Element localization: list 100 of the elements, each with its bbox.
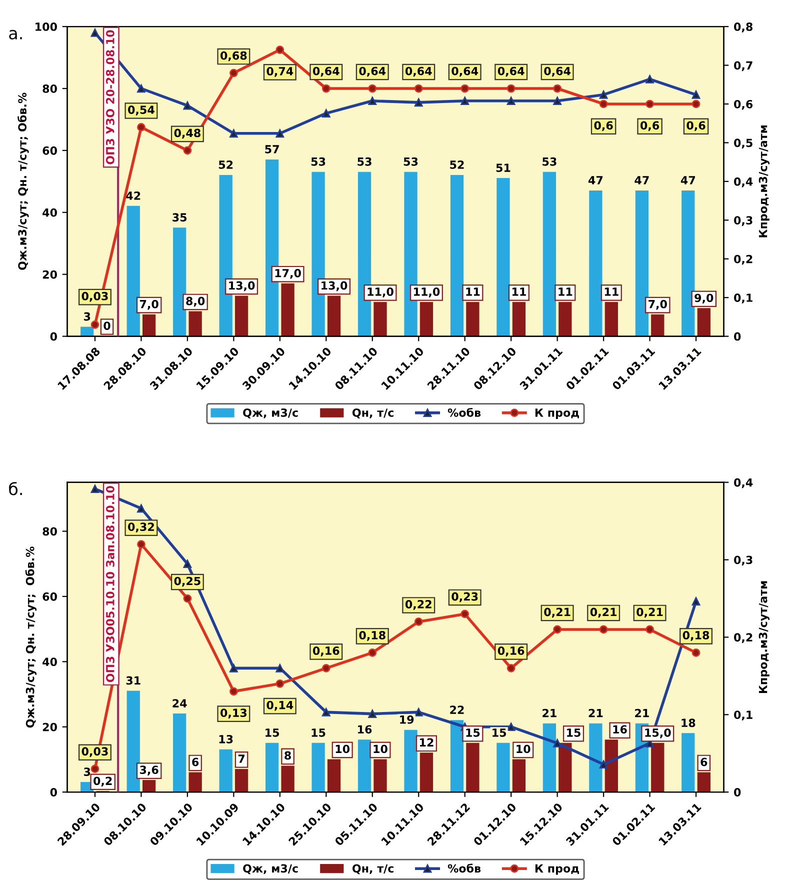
data-label: 0,23 — [452, 592, 478, 602]
y2-axis-title: Кпрод.м3/сут/атм — [758, 581, 770, 694]
data-label: 0,64 — [359, 66, 386, 77]
data-label: 18 — [682, 718, 696, 728]
y2-tick-label: 0 — [734, 332, 741, 341]
data-label: 0,21 — [544, 608, 570, 618]
y-axis-title: Qж.м3/сут; Qн. т/сут; Обв.% — [25, 546, 36, 728]
data-label: 51 — [496, 164, 510, 172]
data-label: 7,0 — [140, 300, 158, 310]
data-label: 11 — [466, 288, 480, 296]
y-tick-label: 20 — [42, 270, 57, 279]
data-label: 0,6 — [594, 121, 613, 132]
data-label: 16 — [358, 725, 372, 734]
data-label: 47 — [680, 176, 696, 184]
y-tick-label: 20 — [42, 722, 57, 732]
data-label: 15 — [567, 728, 580, 737]
data-label: 22 — [450, 706, 464, 714]
data-label: 16 — [613, 725, 627, 734]
data-label: 7 — [238, 754, 245, 763]
data-label: 0,16 — [498, 646, 524, 656]
data-label: 0,13 — [220, 708, 247, 718]
data-label: 21 — [542, 708, 556, 718]
data-label: 13,0 — [229, 281, 255, 292]
y-axis-title: Qж.м3/сут; Qн. т/сут; Обв.% — [18, 92, 29, 270]
data-label: 0,03 — [82, 747, 108, 757]
data-label: 0 — [104, 322, 110, 330]
data-label: 0,64 — [544, 66, 571, 77]
data-label: 6 — [700, 758, 708, 766]
y2-tick-label: 0,2 — [734, 633, 752, 643]
data-label: 10 — [374, 744, 388, 754]
data-label: 53 — [404, 157, 418, 166]
data-label: 0,64 — [452, 66, 478, 77]
data-label: 13 — [219, 734, 233, 744]
data-label: 47 — [634, 176, 649, 184]
data-label: 0,18 — [359, 631, 386, 641]
data-label: 15 — [466, 728, 480, 737]
legend-label: Qн, т/с — [352, 408, 394, 418]
y-tick-label: 0 — [50, 332, 57, 341]
legend-label: К прод — [535, 408, 579, 420]
data-label: 35 — [172, 213, 187, 222]
y-tick-label: 40 — [42, 658, 57, 666]
data-label: 0,2 — [94, 776, 112, 787]
y-tick-label: 80 — [42, 84, 57, 93]
data-label: 0,21 — [636, 608, 663, 618]
data-label: 53 — [358, 157, 372, 166]
y2-tick-label: 0,6 — [734, 100, 753, 110]
y2-axis-title: Кпрод.м3/сут/атм — [758, 125, 770, 238]
data-label: 9,0 — [694, 294, 714, 304]
y2-tick-label: 0 — [734, 788, 741, 796]
data-label: 10 — [516, 744, 530, 754]
data-label: 3 — [84, 768, 90, 776]
data-label: 0,64 — [405, 66, 432, 77]
y2-tick-label: 0,3 — [734, 556, 752, 566]
data-label: 52 — [218, 160, 233, 169]
y2-tick-label: 0,3 — [734, 216, 752, 226]
legend-label: Qж, м3/с — [243, 864, 298, 874]
data-label: 0,21 — [590, 608, 616, 618]
y2-tick-label: 0,1 — [734, 710, 752, 720]
data-label: 11,0 — [414, 288, 440, 298]
data-label: 8 — [284, 751, 291, 760]
data-label: 0,16 — [312, 646, 340, 656]
y-tick-label: 60 — [42, 146, 57, 155]
data-label: 57 — [265, 145, 279, 154]
data-label: 0,54 — [128, 106, 154, 116]
data-label: 47 — [588, 176, 603, 184]
y-tick-label: 80 — [42, 527, 57, 536]
ref-line-label: ОПЗ УЗО 20-28.08.10 — [106, 30, 114, 164]
data-label: 11 — [604, 288, 618, 296]
y2-tick-label: 0,4 — [734, 177, 753, 188]
data-label: 0,14 — [266, 700, 294, 711]
data-label: 21 — [635, 708, 649, 718]
data-label: 31 — [126, 676, 140, 685]
data-label: 0,6 — [686, 121, 706, 132]
data-label: 15 — [492, 728, 506, 737]
data-label: 0,22 — [405, 600, 432, 610]
data-label: 0,25 — [174, 576, 200, 587]
chart-title: б. — [9, 482, 22, 496]
data-label: 11,0 — [368, 288, 394, 298]
data-label: 19 — [400, 715, 414, 724]
data-label: 7,0 — [648, 300, 667, 310]
data-label: 21 — [588, 708, 603, 718]
data-label: 42 — [126, 191, 140, 200]
data-label: 0,64 — [312, 66, 340, 77]
y2-tick-label: 0,4 — [734, 478, 753, 488]
y2-tick-label: 0,2 — [734, 254, 752, 265]
data-label: 11 — [512, 288, 526, 296]
legend-label: %обв — [448, 408, 481, 417]
y2-tick-label: 0,1 — [734, 294, 752, 304]
data-label: 0,32 — [128, 522, 154, 532]
y-tick-label: 60 — [42, 592, 57, 601]
y-tick-label: 100 — [36, 22, 57, 31]
data-label: 53 — [311, 157, 326, 166]
data-label: 0,18 — [682, 631, 710, 641]
data-label: 52 — [450, 160, 464, 169]
y-tick-label: 0 — [50, 788, 57, 796]
data-label: 15 — [266, 728, 280, 737]
data-label: 13,0 — [322, 281, 348, 292]
data-label: 12 — [420, 738, 434, 746]
legend-label: Qж, м3/с — [243, 408, 298, 418]
data-label: 11 — [558, 288, 572, 296]
